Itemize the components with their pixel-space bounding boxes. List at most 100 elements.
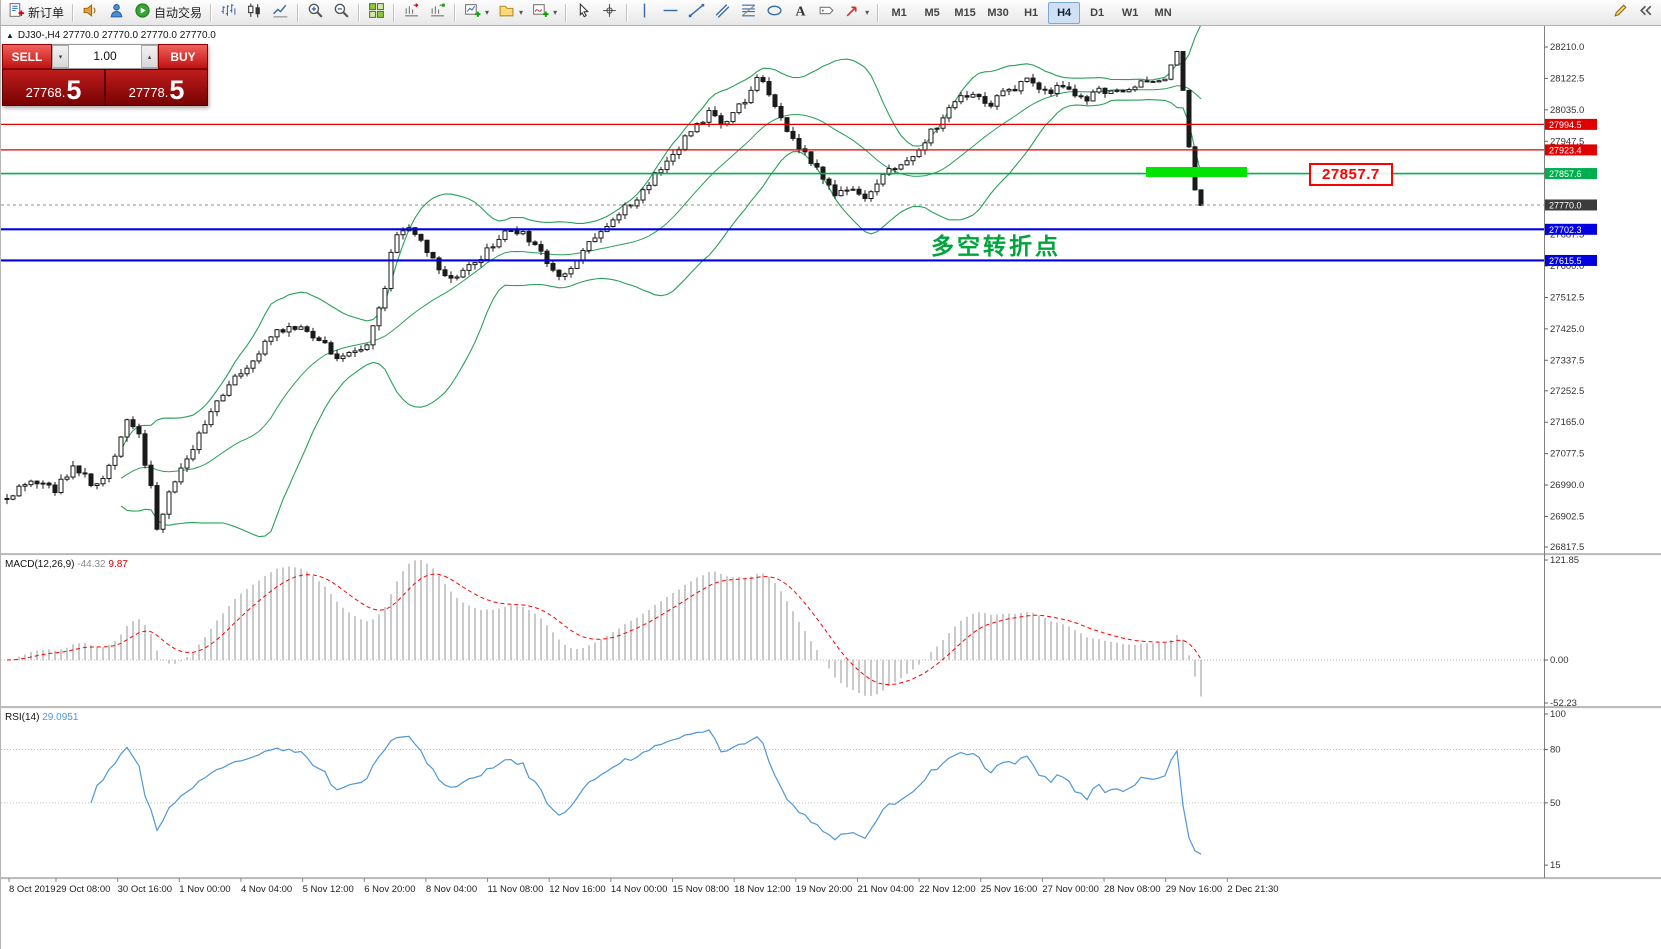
- channel-icon: [714, 2, 731, 24]
- horn-icon: [82, 2, 99, 24]
- timeframe-m5-button[interactable]: M5: [924, 6, 940, 19]
- candles-icon: [246, 2, 263, 24]
- zoomin-icon: [307, 2, 324, 24]
- price-axis-label: 27252.5: [1550, 386, 1584, 397]
- buy-button[interactable]: BUY: [158, 44, 208, 69]
- new-order-icon: [8, 2, 25, 24]
- dropdown-arrow-icon[interactable]: ▾: [865, 8, 870, 17]
- zoomout-icon: [333, 2, 350, 24]
- dropdown-arrow-icon[interactable]: ▾: [485, 8, 490, 17]
- rsi-axis-label: 50: [1550, 798, 1561, 809]
- arrows-tool-button[interactable]: ▾: [840, 1, 873, 25]
- collapse-panel-icon[interactable]: ▲: [6, 31, 14, 40]
- time-axis-label: 12 Nov 16:00: [549, 884, 606, 895]
- rsi-layer: [90, 729, 1202, 855]
- price-tag-27702.3: 27702.3: [1545, 223, 1597, 235]
- toolbar-separator: [358, 3, 361, 22]
- auto-scroll-button[interactable]: [425, 1, 450, 25]
- svg-text:27702.3: 27702.3: [1549, 225, 1582, 235]
- buy-price-big-digit: 5: [169, 75, 185, 105]
- price-axis-label: 28122.5: [1550, 73, 1584, 84]
- price-axis-label: 27425.0: [1550, 324, 1584, 335]
- volume-increase-button[interactable]: ▴: [141, 45, 158, 68]
- time-axis-label: 22 Nov 12:00: [919, 884, 976, 895]
- trendline-tool-button[interactable]: [684, 1, 709, 25]
- cursor-tool-button[interactable]: [571, 1, 596, 25]
- toolbar-edit-button[interactable]: [1608, 1, 1633, 25]
- timeframe-h4-button[interactable]: H4: [1048, 1, 1081, 24]
- vertical-line-tool-button[interactable]: [632, 1, 657, 25]
- timeframe-mn-button[interactable]: MN: [1154, 6, 1172, 19]
- tile-windows-button[interactable]: [364, 1, 389, 25]
- buy-price-display[interactable]: 27778. 5: [105, 69, 208, 106]
- zoom-out-button[interactable]: [329, 1, 354, 25]
- alerts-button[interactable]: [78, 1, 103, 25]
- linech-icon: [272, 2, 289, 24]
- volume-decrease-button[interactable]: ▾: [52, 45, 69, 68]
- arrow-icon: [844, 2, 861, 24]
- main-toolbar: 新订单 自动交易 ▾ ▾ ▾ A ▾ M1 M5 M15 M30 H1 H4 D1 W1 MN: [1, 0, 1661, 26]
- toolbar-separator: [72, 3, 75, 22]
- horizontal-line-tool-button[interactable]: [658, 1, 683, 25]
- volume-value[interactable]: 1.00: [93, 49, 117, 63]
- time-axis-label: 1 Nov 00:00: [179, 884, 230, 895]
- sell-button[interactable]: SELL: [2, 44, 52, 69]
- chevrons-icon: [1638, 2, 1655, 24]
- text-tool-button[interactable]: A: [788, 1, 813, 25]
- rsi-line: [90, 729, 1202, 855]
- timeframe-m15-button[interactable]: M15: [954, 6, 976, 19]
- market-watch-button[interactable]: [104, 1, 129, 25]
- bar-chart-mode-button[interactable]: [216, 1, 241, 25]
- timeframe-d1-button[interactable]: D1: [1090, 6, 1105, 19]
- time-axis-label: 29 Nov 16:00: [1166, 884, 1223, 895]
- timeframe-m30-button[interactable]: M30: [987, 6, 1009, 19]
- sell-price-display[interactable]: 27768. 5: [2, 69, 105, 106]
- label-icon: [818, 2, 835, 24]
- line-chart-mode-button[interactable]: [268, 1, 293, 25]
- macd-layer: [6, 560, 1202, 697]
- svg-text:27994.5: 27994.5: [1549, 120, 1582, 130]
- macd-indicator-label: MACD(12,26,9) -44.32 9.87: [5, 559, 128, 570]
- shapes-tool-button[interactable]: [762, 1, 787, 25]
- price-chart-canvas[interactable]: 28210.028122.528035.027947.527860.027687…: [1, 26, 1661, 949]
- dropdown-arrow-icon[interactable]: ▾: [553, 8, 558, 17]
- bollinger-middle-line: [120, 85, 1202, 479]
- bollinger-upper-line: [120, 26, 1201, 452]
- new-order-label: 新订单: [28, 6, 65, 20]
- zoom-in-button[interactable]: [303, 1, 328, 25]
- crosshair-tool-button[interactable]: [597, 1, 622, 25]
- fibonacci-tool-button[interactable]: [736, 1, 761, 25]
- rsi-indicator-label: RSI(14) 29.0951: [5, 712, 79, 723]
- time-axis-label: 18 Nov 12:00: [734, 884, 791, 895]
- indicators-menu-button[interactable]: ▾: [528, 1, 561, 25]
- buy-price-base: 27778.: [128, 85, 169, 100]
- one-click-trade-panel: SELL ▾ 1.00 ▴ BUY 27768. 5 27778. 5: [2, 44, 208, 106]
- macd-signal-line: [6, 573, 1202, 686]
- bollinger-lower-line: [120, 99, 1202, 538]
- candle-chart-mode-button[interactable]: [242, 1, 267, 25]
- time-axis-label: 6 Nov 20:00: [364, 884, 415, 895]
- time-axis-label: 28 Nov 08:00: [1104, 884, 1161, 895]
- time-axis-label: 14 Nov 00:00: [611, 884, 668, 895]
- newchart-icon: [464, 2, 481, 24]
- highlight-rectangle[interactable]: [1146, 167, 1247, 177]
- price-callout-label[interactable]: 27857.7: [1309, 163, 1393, 186]
- toolbar-separator: [626, 3, 629, 22]
- macd-axis-label: 0.00: [1550, 655, 1569, 666]
- volume-field[interactable]: ▾ 1.00 ▴: [52, 44, 158, 69]
- channel-tool-button[interactable]: [710, 1, 735, 25]
- timeframe-m1-button[interactable]: M1: [891, 6, 907, 19]
- timeframe-h1-button[interactable]: H1: [1024, 6, 1039, 19]
- price-axis-label: 27165.0: [1550, 417, 1584, 428]
- dropdown-arrow-icon[interactable]: ▾: [519, 8, 524, 17]
- autotrade-button[interactable]: 自动交易: [130, 1, 206, 25]
- label-tool-button[interactable]: [814, 1, 839, 25]
- profiles-button[interactable]: ▾: [494, 1, 527, 25]
- new-chart-button[interactable]: ▾: [460, 1, 493, 25]
- price-axis-label: 26902.5: [1550, 511, 1584, 522]
- crosshair-icon: [601, 2, 618, 24]
- timeframe-w1-button[interactable]: W1: [1121, 6, 1139, 19]
- toolbar-collapse-button[interactable]: [1634, 1, 1659, 25]
- chart-shift-button[interactable]: [399, 1, 424, 25]
- new-order-button[interactable]: 新订单: [4, 1, 68, 25]
